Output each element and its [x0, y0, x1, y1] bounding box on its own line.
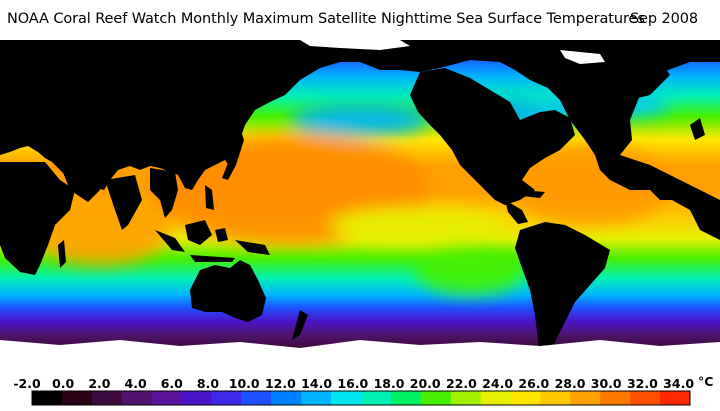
australia-landmass — [190, 260, 266, 322]
legend-swatch — [301, 391, 332, 405]
title-bar: NOAA Coral Reef Watch Monthly Maximum Sa… — [0, 0, 720, 40]
legend-tick-labels: -2.0 0.0 2.0 4.0 6.0 8.0 10.0 12.0 14.0 16.0 18.0 2… — [13, 376, 694, 391]
legend-tick-label: 18.0 — [374, 376, 405, 391]
legend-swatch — [61, 391, 93, 405]
legend-tick-label: 6.0 — [161, 376, 183, 391]
legend-tick-label: 30.0 — [591, 376, 622, 391]
legend-swatch — [331, 391, 362, 405]
legend-tick-label: 0.0 — [52, 376, 74, 391]
legend-tick-label: 32.0 — [627, 376, 658, 391]
africa-landmass — [0, 162, 75, 275]
legend-swatch — [151, 391, 183, 405]
arctic-ice — [300, 40, 410, 50]
legend-tick-label: 24.0 — [482, 376, 513, 391]
india-landmass — [105, 175, 142, 230]
map-date: Sep 2008 — [629, 11, 698, 27]
eurasia-landmass — [0, 40, 720, 240]
legend-swatch — [540, 391, 571, 405]
north-america-landmass — [410, 68, 575, 205]
legend-tick-label: 20.0 — [410, 376, 441, 391]
legend-swatch — [480, 391, 512, 405]
legend-swatch — [241, 391, 272, 405]
legend-swatch — [660, 391, 691, 405]
south-america-landmass — [515, 222, 610, 360]
legend-swatch — [271, 391, 302, 405]
temperature-legend: -2.0 0.0 2.0 4.0 6.0 8.0 10.0 12.0 14.0 16.0 18.0 2… — [0, 371, 720, 411]
legend-swatch — [211, 391, 242, 405]
legend-tick-label: 22.0 — [446, 376, 477, 391]
legend-swatch — [420, 391, 452, 405]
legend-swatch — [181, 391, 212, 405]
legend-swatch — [450, 391, 482, 405]
legend-swatch — [91, 391, 123, 405]
land-masses — [0, 40, 720, 371]
legend-unit: °C — [698, 374, 713, 389]
legend-tick-label: 8.0 — [197, 376, 219, 391]
legend-svg: -2.0 0.0 2.0 4.0 6.0 8.0 10.0 12.0 14.0 16.0 18.0 2… — [13, 374, 713, 406]
legend-swatch — [600, 391, 631, 405]
legend-tick-label: 14.0 — [301, 376, 332, 391]
legend-border — [31, 390, 691, 406]
legend-tick-label: 28.0 — [555, 376, 586, 391]
legend-tick-label: 12.0 — [265, 376, 296, 391]
legend-tick-label: 34.0 — [663, 376, 694, 391]
map-title: NOAA Coral Reef Watch Monthly Maximum Sa… — [7, 11, 645, 27]
antarctica-landmass — [0, 340, 720, 371]
legend-swatch — [390, 391, 422, 405]
sst-map — [0, 40, 720, 371]
legend-color-bar — [31, 390, 691, 406]
legend-tick-label: -2.0 — [13, 376, 41, 391]
legend-swatch — [510, 391, 541, 405]
legend-tick-label: 10.0 — [229, 376, 260, 391]
legend-tick-label: 2.0 — [88, 376, 110, 391]
legend-swatch — [32, 391, 63, 405]
legend-swatch — [121, 391, 153, 405]
legend-tick-label: 16.0 — [337, 376, 368, 391]
legend-swatch — [570, 391, 601, 405]
legend-tick-label: 26.0 — [518, 376, 549, 391]
legend-tick-label: 4.0 — [125, 376, 147, 391]
legend-swatch — [361, 391, 392, 405]
japan-landmass — [222, 128, 244, 180]
legend-swatch — [630, 391, 661, 405]
